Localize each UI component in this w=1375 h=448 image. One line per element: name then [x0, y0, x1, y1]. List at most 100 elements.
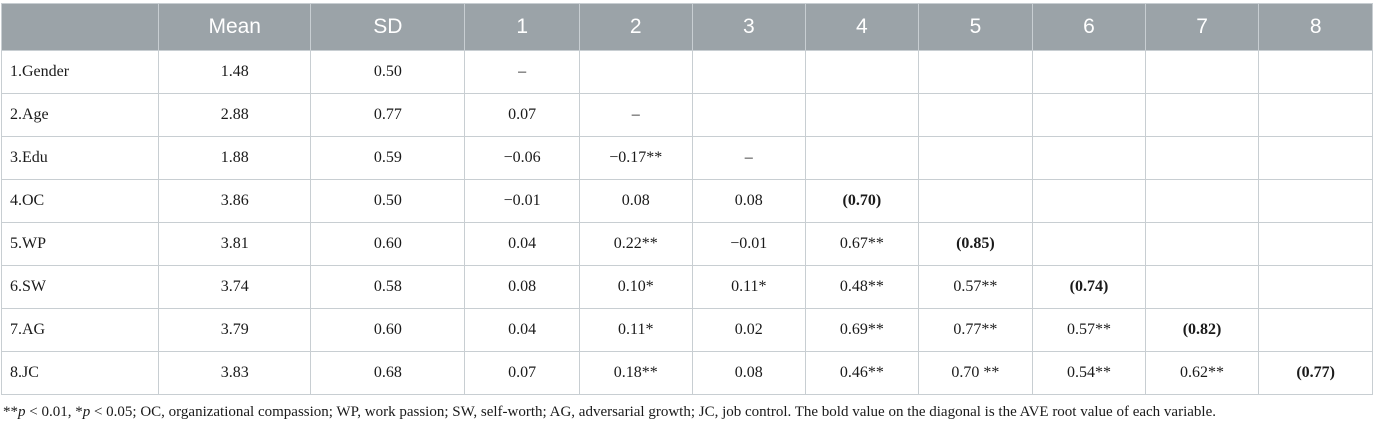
- table-cell: [917, 136, 1034, 180]
- table-cell: [1144, 265, 1260, 309]
- table-cell: [1032, 136, 1146, 180]
- table-row: 5.WP 3.81 0.60 0.04 0.22** −0.01 0.67** (0.85): [0, 222, 1373, 266]
- table-cell: [917, 93, 1034, 137]
- table-cell: −0.01: [464, 179, 580, 223]
- table-cell: 0.57**: [1032, 308, 1146, 352]
- table-cell: 0.10*: [578, 265, 693, 309]
- row-label: 2.Age: [0, 93, 160, 137]
- table-cell: [1144, 93, 1260, 137]
- table-cell: 0.62**: [1144, 351, 1260, 395]
- row-label: 5.WP: [0, 222, 160, 266]
- table-cell: 0.60: [310, 308, 466, 352]
- table-cell: [917, 50, 1034, 94]
- table-cell: 0.04: [464, 222, 580, 266]
- table-cell: 0.77: [310, 93, 466, 137]
- table-cell: [805, 50, 919, 94]
- row-label: 8.JC: [0, 351, 160, 395]
- table-cell: 0.08: [691, 351, 807, 395]
- header-cell: 8: [1258, 3, 1373, 51]
- table-cell: 0.77**: [917, 308, 1034, 352]
- footnote-text: < 0.05; OC, organizational compassion; W…: [90, 404, 1216, 420]
- footnote-p-symbol: p: [18, 404, 26, 420]
- table-cell: (0.77): [1258, 351, 1373, 395]
- table-cell: [1258, 265, 1373, 309]
- row-label: 7.AG: [0, 308, 160, 352]
- table-cell: 0.07: [464, 93, 580, 137]
- table-cell: 0.68: [310, 351, 466, 395]
- table-cell: 0.46**: [805, 351, 919, 395]
- header-cell: 6: [1032, 3, 1146, 51]
- table-cell: 0.60: [310, 222, 466, 266]
- row-label: 4.OC: [0, 179, 160, 223]
- table-cell: 0.58: [310, 265, 466, 309]
- header-cell: 3: [691, 3, 807, 51]
- table-cell: 0.18**: [578, 351, 693, 395]
- header-cell: 5: [917, 3, 1034, 51]
- table-cell: [805, 93, 919, 137]
- table-cell: 0.11*: [691, 265, 807, 309]
- table-cell: (0.85): [917, 222, 1034, 266]
- table-cell: 0.02: [691, 308, 807, 352]
- table-cell: –: [578, 93, 693, 137]
- footnote-text: < 0.01, *: [25, 404, 83, 420]
- table-cell: –: [691, 136, 807, 180]
- table-cell: [1144, 136, 1260, 180]
- table-cell: 0.07: [464, 351, 580, 395]
- table-cell: [1032, 179, 1146, 223]
- row-label: 3.Edu: [0, 136, 160, 180]
- table-cell: [1144, 179, 1260, 223]
- table-cell: 3.79: [158, 308, 312, 352]
- table-cell: 0.22**: [578, 222, 693, 266]
- table-row: 8.JC 3.83 0.68 0.07 0.18** 0.08 0.46** 0.70 ** 0…: [0, 351, 1373, 395]
- table-cell: 3.86: [158, 179, 312, 223]
- header-cell: 7: [1144, 3, 1260, 51]
- table-cell: 3.83: [158, 351, 312, 395]
- table-cell: [1258, 179, 1373, 223]
- table-body: 1.Gender 1.48 0.50–2.Age 2.88 0.77 0.07–3.Edu…: [0, 50, 1373, 395]
- table-cell: 0.11*: [578, 308, 693, 352]
- table-cell: −0.06: [464, 136, 580, 180]
- header-cell: 2: [578, 3, 693, 51]
- table-footnote: **p < 0.01, *p < 0.05; OC, organizationa…: [3, 402, 1371, 422]
- table-cell: [1032, 50, 1146, 94]
- table-cell: [1258, 222, 1373, 266]
- table-cell: [1144, 222, 1260, 266]
- header-cell-sd: SD: [310, 3, 466, 51]
- table-cell: 0.04: [464, 308, 580, 352]
- table-cell: [1144, 50, 1260, 94]
- table-cell: 0.67**: [805, 222, 919, 266]
- table-header-row: Mean SD 1 2 3 4 5 6 7 8: [0, 3, 1373, 51]
- table-cell: −0.01: [691, 222, 807, 266]
- table-row: 2.Age 2.88 0.77 0.07–: [0, 93, 1373, 137]
- table-cell: 0.08: [464, 265, 580, 309]
- table-cell: [1258, 93, 1373, 137]
- table-cell: [1258, 136, 1373, 180]
- table-cell: 0.70 **: [917, 351, 1034, 395]
- table-cell: [691, 93, 807, 137]
- table-cell: [805, 136, 919, 180]
- table-cell: 1.88: [158, 136, 312, 180]
- table-row: 6.SW 3.74 0.58 0.08 0.10* 0.11* 0.48** 0.57** (0…: [0, 265, 1373, 309]
- table-cell: 0.50: [310, 179, 466, 223]
- table-cell: [578, 50, 693, 94]
- table-cell: 0.08: [691, 179, 807, 223]
- table-cell: [917, 179, 1034, 223]
- table-cell: –: [464, 50, 580, 94]
- table-row: 3.Edu 1.88 0.59 −0.06 −0.17** –: [0, 136, 1373, 180]
- footnote-p-symbol: p: [82, 404, 91, 420]
- table-row: 4.OC 3.86 0.50 −0.01 0.08 0.08 (0.70): [0, 179, 1373, 223]
- correlation-table: Mean SD 1 2 3 4 5 6 7 8 1.Gender 1.48 0.50…: [0, 3, 1373, 395]
- table-cell: −0.17**: [578, 136, 693, 180]
- row-label: 6.SW: [0, 265, 160, 309]
- header-cell: 4: [805, 3, 919, 51]
- table-cell: 2.88: [158, 93, 312, 137]
- table-cell: (0.82): [1144, 308, 1260, 352]
- table-cell: (0.70): [805, 179, 919, 223]
- footnote-prefix: **: [3, 404, 18, 420]
- table-cell: [1258, 50, 1373, 94]
- table-cell: 3.81: [158, 222, 312, 266]
- table-cell: [1032, 93, 1146, 137]
- table-row: 1.Gender 1.48 0.50–: [0, 50, 1373, 94]
- table-cell: 0.59: [310, 136, 466, 180]
